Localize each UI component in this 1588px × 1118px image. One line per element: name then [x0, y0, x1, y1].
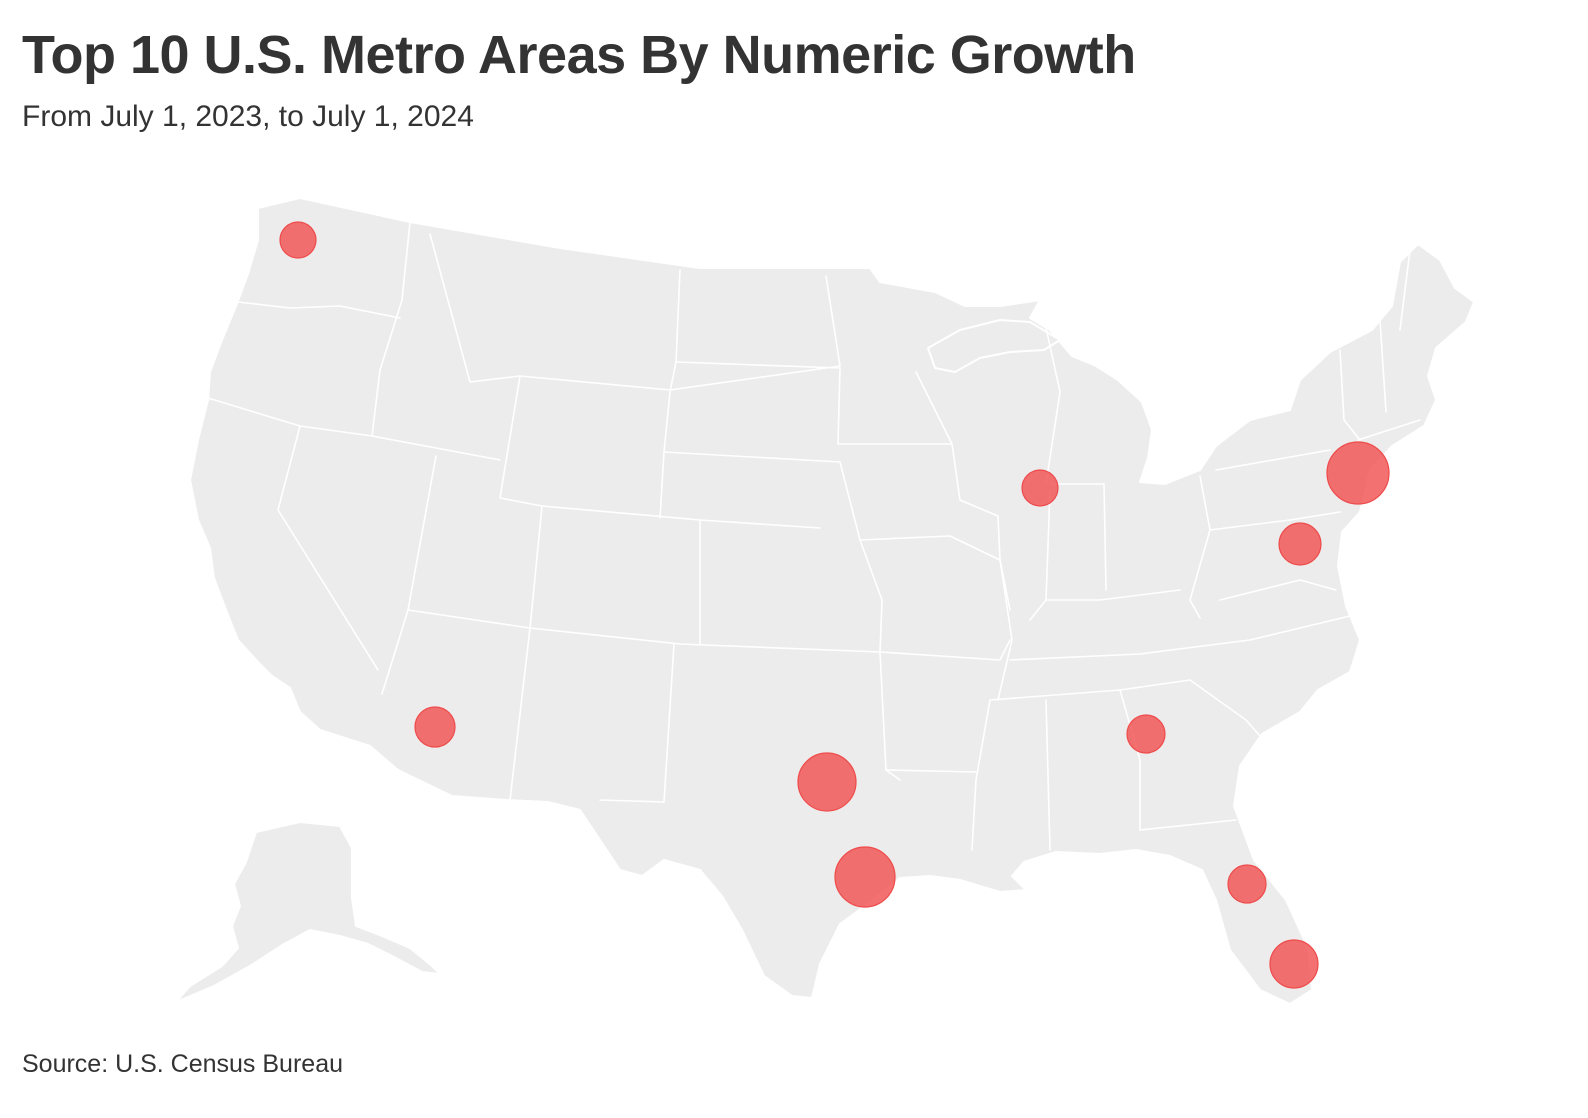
marker-orlando	[1227, 864, 1267, 904]
metro-markers	[279, 221, 1390, 989]
us-map	[0, 150, 1588, 1030]
marker-chicago	[1021, 469, 1059, 507]
alaska-landmass	[175, 821, 441, 1003]
marker-dallas	[797, 752, 857, 812]
source-note: Source: U.S. Census Bureau	[22, 1050, 343, 1078]
state-boundaries	[207, 221, 1421, 851]
marker-miami	[1269, 939, 1319, 989]
marker-houston	[834, 846, 896, 908]
map-subtitle: From July 1, 2023, to July 1, 2024	[22, 100, 474, 133]
map-title: Top 10 U.S. Metro Areas By Numeric Growt…	[22, 25, 1136, 85]
marker-atlanta	[1126, 714, 1166, 754]
michigan-upper-peninsula	[927, 319, 1061, 373]
marker-phoenix	[414, 706, 456, 748]
marker-seattle	[279, 221, 317, 259]
marker-washington	[1278, 522, 1322, 566]
marker-new-york	[1326, 441, 1390, 505]
us-map-svg	[175, 197, 1475, 1005]
